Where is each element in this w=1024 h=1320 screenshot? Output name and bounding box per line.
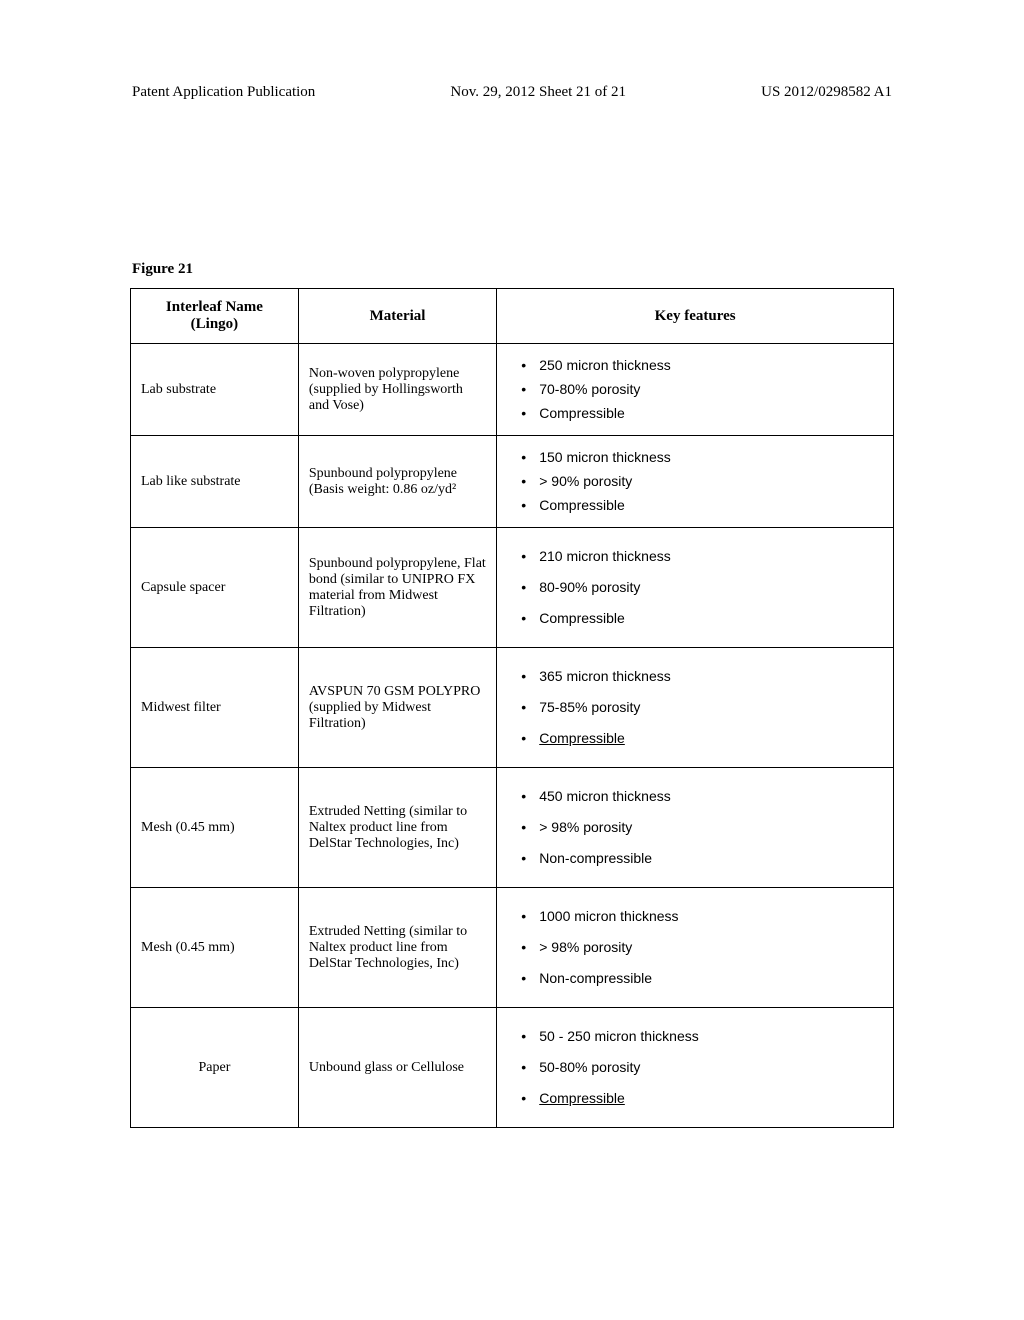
feature-item: Compressible [511,495,879,516]
cell-features: 365 micron thickness 75-85% porosity Compr… [497,648,894,768]
header-center: Nov. 29, 2012 Sheet 21 of 21 [450,84,626,101]
feature-item: Non-compressible [511,848,879,869]
table-row: PaperUnbound glass or Cellulose50 - 250 … [131,1008,894,1128]
table-header-row: Interleaf Name (Lingo) Material Key feat… [131,289,894,344]
header-left: Patent Application Publication [132,84,315,101]
page-header: Patent Application Publication Nov. 29, … [130,84,894,101]
column-header-features: Key features [497,289,894,344]
feature-item: 210 micron thickness [511,546,879,567]
feature-item: 450 micron thickness [511,786,879,807]
cell-name: Lab substrate [131,344,299,436]
interleaf-table: Interleaf Name (Lingo) Material Key feat… [130,288,894,1128]
column-header-material: Material [298,289,496,344]
cell-material: Unbound glass or Cellulose [298,1008,496,1128]
feature-item: 365 micron thickness [511,666,879,687]
cell-features: 450 micron thickness > 98% porosity Non-co… [497,768,894,888]
cell-name: Lab like substrate [131,436,299,528]
feature-item: 80-90% porosity [511,577,879,598]
figure-label: Figure 21 [132,261,894,278]
cell-material: Extruded Netting (similar to Naltex prod… [298,768,496,888]
table-row: Mesh (0.45 mm)Extruded Netting (similar … [131,888,894,1008]
feature-item: 50 - 250 micron thickness [511,1026,879,1047]
feature-item: 75-85% porosity [511,697,879,718]
table-row: Midwest filterAVSPUN 70 GSM POLYPRO (sup… [131,648,894,768]
feature-item: Compressible [511,1088,879,1109]
feature-item: 70-80% porosity [511,379,879,400]
table-row: Lab substrateNon-woven polypropylene (su… [131,344,894,436]
cell-features: 210 micron thickness 80-90% porosity Compr… [497,528,894,648]
table-row: Lab like substrateSpunbound polypropylen… [131,436,894,528]
feature-item: 150 micron thickness [511,447,879,468]
feature-item: 250 micron thickness [511,355,879,376]
cell-name: Mesh (0.45 mm) [131,768,299,888]
feature-item: > 90% porosity [511,471,879,492]
table-row: Mesh (0.45 mm)Extruded Netting (similar … [131,768,894,888]
feature-item: 50-80% porosity [511,1057,879,1078]
cell-material: Non-woven polypropylene (supplied by Hol… [298,344,496,436]
feature-item: 1000 micron thickness [511,906,879,927]
cell-features: 250 micron thickness 70-80% porosity Compr… [497,344,894,436]
feature-item: > 98% porosity [511,937,879,958]
column-header-name: Interleaf Name (Lingo) [131,289,299,344]
cell-material: Spunbound polypropylene, Flat bond (simi… [298,528,496,648]
table-row: Capsule spacerSpunbound polypropylene, F… [131,528,894,648]
cell-name: Mesh (0.45 mm) [131,888,299,1008]
cell-material: Extruded Netting (similar to Naltex prod… [298,888,496,1008]
header-right: US 2012/0298582 A1 [761,84,892,101]
cell-name: Paper [131,1008,299,1128]
feature-item: Compressible [511,403,879,424]
cell-features: 1000 micron thickness > 98% porosity Non-c… [497,888,894,1008]
cell-material: Spunbound polypropylene (Basis weight: 0… [298,436,496,528]
feature-item: Non-compressible [511,968,879,989]
cell-name: Capsule spacer [131,528,299,648]
cell-name: Midwest filter [131,648,299,768]
feature-item: Compressible [511,608,879,629]
cell-material: AVSPUN 70 GSM POLYPRO (supplied by Midwe… [298,648,496,768]
cell-features: 150 micron thickness > 90% porosity Compre… [497,436,894,528]
feature-item: Compressible [511,728,879,749]
feature-item: > 98% porosity [511,817,879,838]
cell-features: 50 - 250 micron thickness 50-80% porosity… [497,1008,894,1128]
